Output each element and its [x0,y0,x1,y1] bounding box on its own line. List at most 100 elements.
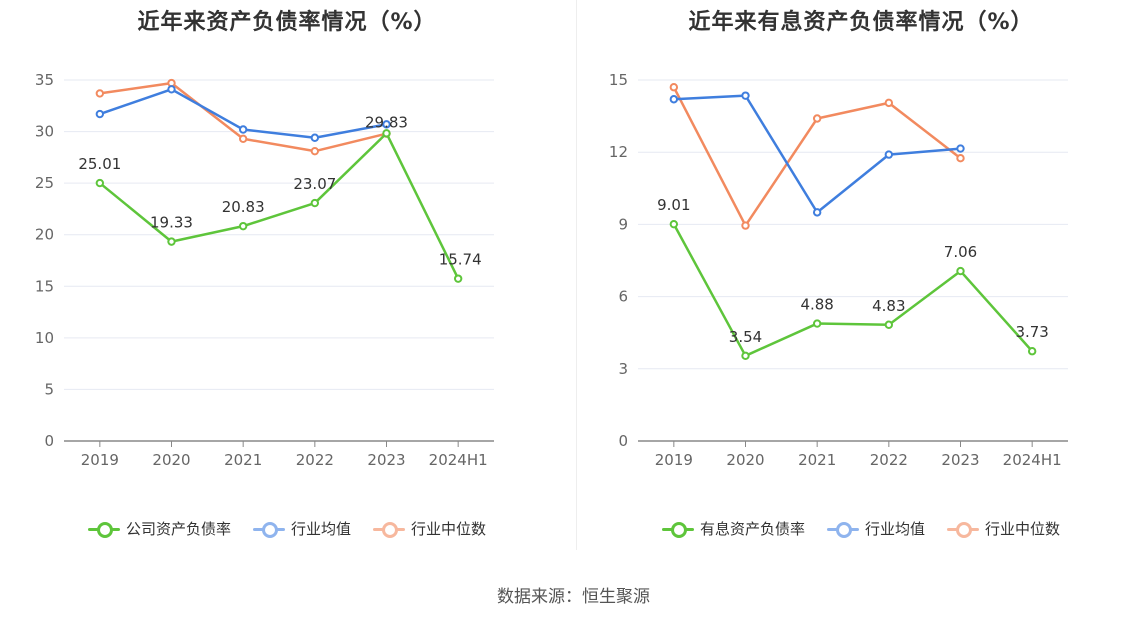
x-tick-label: 2021 [224,451,262,469]
chart-plot-debt-ratio: 0 5 10 15 20 25 30 35 2019 2020 2021 2022 2023 2024H1… [35,71,494,469]
data-point-industry-mean [741,91,750,100]
data-point-company [741,351,750,361]
legend-line-icon [661,521,694,538]
data-point-company [310,198,320,208]
data-point-industry-mean [382,120,391,129]
y-tick-label: 15 [609,71,628,89]
legend-item-company[interactable]: 公司资产负债率 [87,518,231,539]
y-tick-label: 25 [35,174,54,192]
y-tick-label: 20 [35,226,54,244]
y-tick-label: 9 [618,215,628,233]
legend-line-icon [826,521,859,538]
data-label: 19.33 [150,214,193,232]
series-line-industry-median [672,86,962,227]
panel-divider [576,0,577,550]
x-tick-label: 2022 [870,451,908,469]
legend-label: 行业均值 [864,520,925,538]
chart-panel-interest-bearing-debt-ratio: 近年来有息资产负债率情况（%） 0 3 6 9 12 15 2019 2020 2021 2022… [574,0,1147,560]
legend-line-icon [252,521,285,538]
chart-title: 近年来有息资产负债率情况（%） [688,10,1034,35]
data-label: 29.83 [365,113,408,131]
data-point-company [167,237,176,246]
y-tick-label: 0 [44,432,54,450]
legend-label: 公司资产负债率 [125,520,231,538]
data-point-industry-median [310,146,320,156]
chart-legend: 有息资产负债率 行业均值 行业中位数 [574,518,1147,539]
chart-plot-interest-bearing-debt-ratio: 0 3 6 9 12 15 2019 2020 2021 2022 2023 2024H1 9.01 3.… [609,71,1068,469]
data-label: 23.07 [293,175,336,193]
data-point-industry-mean [310,133,320,142]
x-tick-label: 2019 [655,451,693,469]
data-point-industry-median [741,221,750,230]
y-tick-label: 3 [618,360,628,378]
x-tick-label: 2019 [81,451,119,469]
legend-line-icon [373,521,405,538]
data-point-industry-median [956,154,965,163]
data-label: 3.54 [729,328,762,346]
data-point-industry-median [812,114,822,123]
x-tick-label: 2020 [726,451,764,469]
series-line-industry-mean [673,94,961,214]
legend-line-icon [87,521,120,538]
x-tick-label: 2023 [941,451,979,469]
chart-title: 近年来资产负债率情况（%） [137,10,437,35]
data-point-industry-median [884,98,894,108]
data-point-company [238,221,248,231]
series-line-company [99,132,460,280]
data-point-company [1027,347,1037,356]
legend-label: 行业均值 [290,520,351,538]
data-point-company [95,178,105,188]
data-point-industry-mean [812,208,822,217]
y-tick-label: 0 [618,432,628,450]
data-point-company [453,274,463,283]
data-label: 7.06 [944,243,977,261]
legend-label: 有息资产负债率 [699,520,805,538]
x-tick-label: 2024H1 [1003,451,1062,469]
legend-label: 行业中位数 [985,520,1061,538]
data-point-company [812,319,822,328]
y-tick-label: 35 [35,71,54,89]
data-label: 20.83 [222,198,265,216]
data-label: 4.88 [800,296,833,314]
chart-panel-debt-ratio: 近年来资产负债率情况（%） 0 5 10 15 20 25 30 35 2019 2020 2021… [0,0,574,560]
y-tick-label: 12 [609,143,628,161]
data-point-industry-mean [884,150,894,159]
y-tick-label: 30 [35,123,54,141]
data-point-industry-mean [95,109,105,119]
y-tick-label: 6 [618,288,628,306]
x-tick-label: 2020 [152,451,190,469]
data-point-company [956,266,965,276]
y-tick-label: 5 [44,380,54,398]
data-label: 4.83 [872,297,905,315]
data-source-note: 数据来源：恒生聚源 [497,587,650,607]
data-point-industry-mean [238,125,248,134]
data-point-industry-median [238,134,248,143]
series-line-company [672,223,1034,358]
legend-item-company[interactable]: 有息资产负债率 [661,518,805,539]
y-tick-label: 10 [35,329,54,347]
y-tick-label: 15 [35,277,54,295]
data-point-industry-mean [167,85,176,94]
legend-item-industry-median[interactable]: 行业中位数 [947,518,1060,539]
data-point-industry-mean [669,95,679,104]
x-tick-label: 2021 [798,451,836,469]
x-tick-label: 2022 [296,451,334,469]
x-tick-label: 2023 [367,451,405,469]
legend-item-industry-mean[interactable]: 行业均值 [252,518,351,539]
data-label: 25.01 [78,155,121,173]
legend-item-industry-mean[interactable]: 行业均值 [826,518,925,539]
data-label: 9.01 [657,196,690,214]
legend-item-industry-median[interactable]: 行业中位数 [373,518,486,539]
data-point-industry-median [95,89,105,98]
x-tick-label: 2024H1 [429,451,488,469]
legend-line-icon [947,521,979,538]
data-label: 3.73 [1015,323,1048,341]
data-label: 15.74 [439,251,482,269]
data-point-company [884,320,894,329]
data-point-industry-median [669,83,679,92]
chart-legend: 公司资产负债率 行业均值 行业中位数 [0,518,574,539]
data-point-company [669,219,679,229]
legend-label: 行业中位数 [411,520,487,538]
data-point-industry-mean [956,144,965,153]
data-point-company [382,129,391,138]
